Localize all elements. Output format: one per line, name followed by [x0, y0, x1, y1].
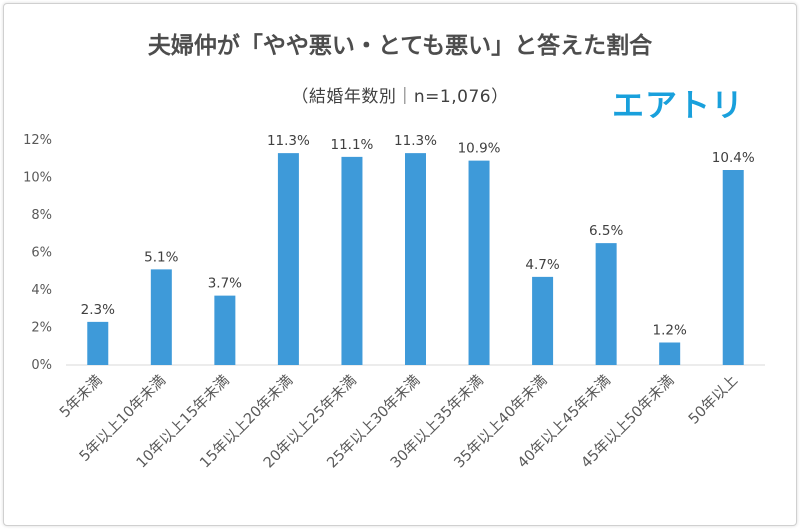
bar	[468, 160, 490, 365]
y-tick-label: 0%	[31, 358, 52, 373]
bar	[722, 170, 744, 365]
y-tick-label: 12%	[23, 133, 52, 148]
chart-frame	[3, 3, 797, 526]
data-label: 2.3%	[81, 302, 115, 318]
data-label: 1.2%	[653, 323, 687, 339]
data-label: 10.4%	[712, 150, 755, 166]
data-label: 5.1%	[144, 249, 178, 265]
y-tick-label: 4%	[31, 283, 52, 298]
data-label: 6.5%	[589, 223, 623, 239]
data-label: 3.7%	[208, 276, 242, 292]
bar	[277, 153, 299, 365]
chart-title: 夫婦仲が「やや悪い・とても悪い」と答えた割合	[147, 33, 653, 59]
x-tick-label: 50年以上	[685, 372, 741, 428]
data-label: 11.3%	[267, 133, 310, 149]
bar	[150, 269, 172, 365]
x-tick-label: 5年未満	[56, 372, 105, 421]
y-tick-label: 2%	[31, 321, 52, 336]
bar	[659, 342, 681, 365]
data-label: 4.7%	[525, 257, 559, 273]
bar	[87, 321, 109, 365]
data-label: 11.1%	[331, 137, 374, 153]
data-label: 11.3%	[394, 133, 437, 149]
bar	[341, 156, 363, 365]
bar	[532, 276, 554, 365]
y-tick-label: 8%	[31, 208, 52, 223]
y-tick-label: 10%	[23, 171, 52, 186]
y-tick-label: 6%	[31, 246, 52, 261]
data-label: 10.9%	[458, 141, 501, 157]
bar	[595, 243, 617, 365]
brand-logo: エアトリ	[612, 86, 745, 124]
bar	[214, 295, 236, 365]
bar	[405, 153, 426, 365]
chart-subtitle: （結婚年数別｜n=1,076）	[291, 87, 509, 107]
